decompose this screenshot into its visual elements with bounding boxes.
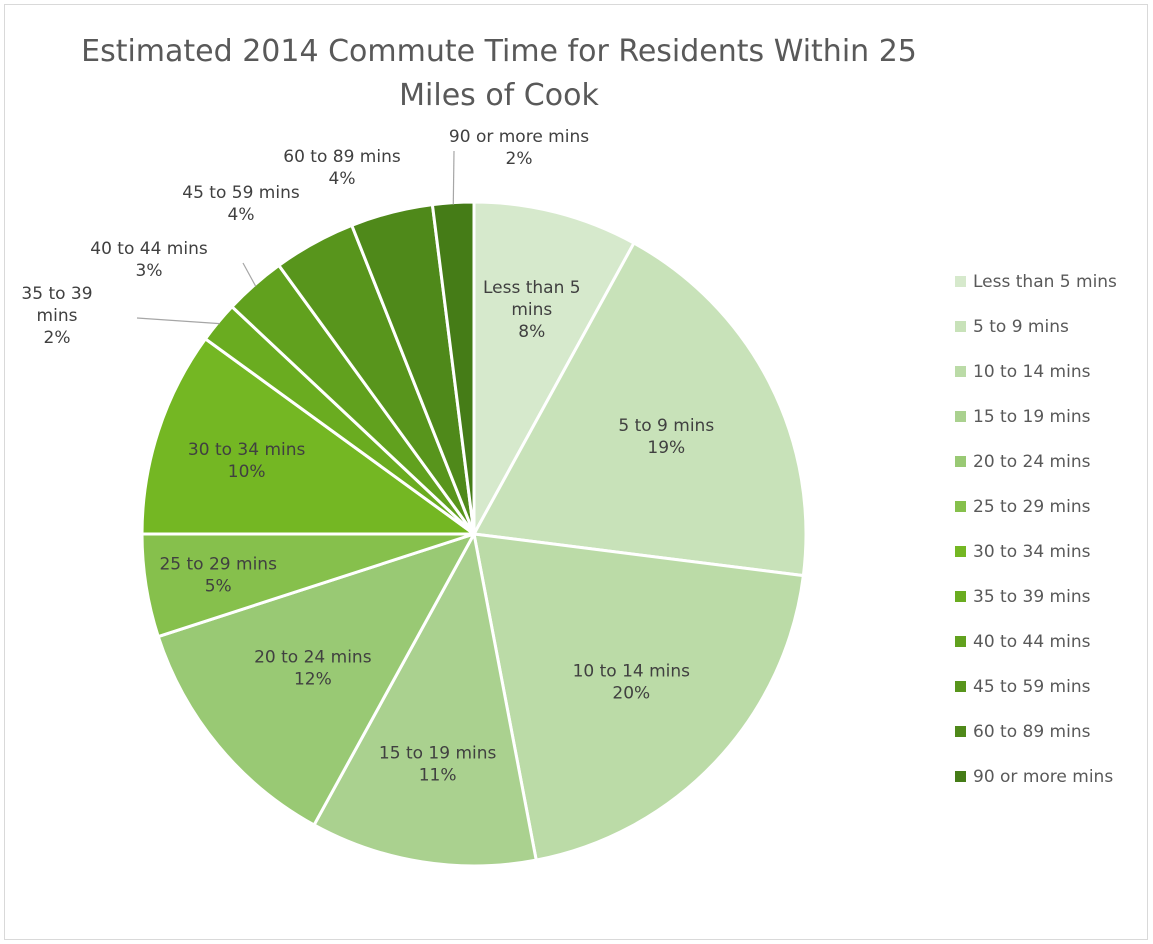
data-label-25-to-29-mins: 25 to 29 mins 5%	[159, 555, 277, 597]
data-label-20-to-24-mins: 20 to 24 mins 12%	[254, 647, 372, 689]
legend: Less than 5 mins 5 to 9 mins 10 to 14 mins…	[955, 272, 1117, 787]
legend-swatch-45-to-59-mins	[955, 681, 966, 692]
data-label-40-to-44-mins: 40 to 44 mins 3%	[90, 239, 208, 281]
legend-label-20-to-24-mins: 20 to 24 mins	[973, 452, 1091, 472]
legend-swatch-35-to-39-mins	[955, 591, 966, 602]
slice-5-to-9-mins	[471, 241, 808, 578]
data-label-5-to-9-mins: 5 to 9 mins 19%	[618, 416, 714, 458]
slice-20-to-24-mins	[156, 531, 478, 827]
pie-chart: Estimated 2014 Commute Time for Resident…	[21, 34, 1117, 868]
data-label-90-or-more-mins: 90 or more mins 2%	[449, 127, 589, 169]
slice-less-than-5-mins	[472, 200, 636, 535]
legend-swatch-60-to-89-mins	[955, 726, 966, 737]
data-labels: Less than 5 mins 8% 5 to 9 mins 19% 10 to 14 …	[21, 127, 714, 786]
leader-line-35-to-39-mins	[136, 317, 220, 325]
legend-swatch-40-to-44-mins	[955, 636, 966, 647]
legend-label-15-to-19-mins: 15 to 19 mins	[973, 407, 1091, 427]
legend-swatch-20-to-24-mins	[955, 456, 966, 467]
legend-swatch-5-to-9-mins	[955, 321, 966, 332]
legend-label-45-to-59-mins: 45 to 59 mins	[973, 677, 1091, 697]
data-label-35-to-39-mins: 35 to 39 mins 2%	[21, 284, 92, 348]
data-label-45-to-59-mins: 45 to 59 mins 4%	[182, 183, 300, 225]
slice-15-to-19-mins	[312, 529, 538, 868]
leader-lines	[136, 150, 455, 325]
leader-line-90-or-more-mins	[452, 150, 455, 205]
pie-slices	[140, 200, 808, 868]
legend-label-35-to-39-mins: 35 to 39 mins	[973, 587, 1091, 607]
slice-10-to-14-mins	[472, 532, 806, 862]
chart-title-line-2: Miles of Cook	[399, 78, 599, 113]
legend-label-10-to-14-mins: 10 to 14 mins	[973, 362, 1091, 382]
legend-label-30-to-34-mins: 30 to 34 mins	[973, 542, 1091, 562]
legend-swatch-15-to-19-mins	[955, 411, 966, 422]
data-label-30-to-34-mins: 30 to 34 mins 10%	[188, 440, 306, 482]
legend-swatch-25-to-29-mins	[955, 501, 966, 512]
legend-label-90-or-more-mins: 90 or more mins	[973, 767, 1113, 787]
legend-label-25-to-29-mins: 25 to 29 mins	[973, 497, 1091, 517]
data-label-10-to-14-mins: 10 to 14 mins 20%	[573, 662, 691, 704]
legend-label-5-to-9-mins: 5 to 9 mins	[973, 317, 1069, 337]
chart-area: Estimated 2014 Commute Time for Resident…	[4, 4, 1148, 940]
legend-swatch-90-or-more-mins	[955, 771, 966, 782]
legend-swatch-10-to-14-mins	[955, 366, 966, 377]
slice-30-to-34-mins	[140, 336, 479, 536]
legend-label-60-to-89-mins: 60 to 89 mins	[973, 722, 1091, 742]
leader-line-40-to-44-mins	[242, 262, 257, 287]
legend-label-40-to-44-mins: 40 to 44 mins	[973, 632, 1091, 652]
data-label-15-to-19-mins: 15 to 19 mins 11%	[379, 744, 497, 786]
legend-swatch-less-than-5-mins	[955, 276, 966, 287]
legend-label-less-than-5-mins: Less than 5 mins	[973, 272, 1117, 292]
data-label-less-than-5-mins: Less than 5 mins 8%	[483, 278, 581, 342]
data-label-60-to-89-mins: 60 to 89 mins 4%	[283, 147, 401, 189]
legend-swatch-30-to-34-mins	[955, 546, 966, 557]
chart-title-line-1: Estimated 2014 Commute Time for Resident…	[81, 34, 917, 69]
